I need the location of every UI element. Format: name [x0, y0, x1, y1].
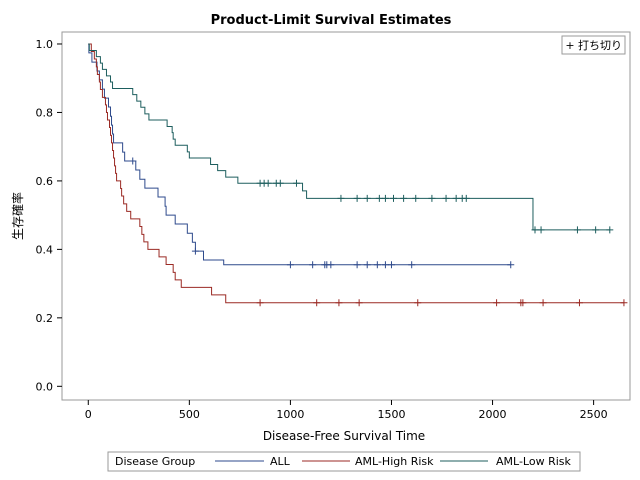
censor-mark — [335, 299, 343, 307]
series-layer — [88, 43, 628, 307]
legend-label-all: ALL — [270, 455, 291, 468]
survival-curve-aml-low-risk — [88, 43, 610, 231]
censor-mark — [573, 226, 581, 234]
survival-curve-all — [88, 43, 511, 266]
y-tick-label: 0.8 — [36, 106, 54, 119]
x-axis: 0 500 1000 1500 2000 2500 — [85, 400, 608, 421]
x-axis-title: Disease-Free Survival Time — [263, 429, 425, 443]
censor-mark — [355, 299, 363, 307]
censor-legend-label: 打ち切り — [578, 38, 622, 52]
x-tick-label: 500 — [179, 408, 200, 421]
x-tick-label: 1500 — [377, 408, 405, 421]
y-tick-label: 0.2 — [36, 312, 54, 325]
censor-mark — [400, 194, 408, 202]
censor-mark — [507, 261, 515, 269]
censor-mark — [606, 226, 614, 234]
censor-mark — [390, 194, 398, 202]
y-tick-label: 0.4 — [36, 243, 54, 256]
series-all — [88, 43, 515, 269]
x-tick-label: 2500 — [580, 408, 608, 421]
censor-mark — [381, 261, 389, 269]
censor-mark — [408, 261, 416, 269]
censor-mark — [519, 299, 527, 307]
x-tick-label: 0 — [85, 408, 92, 421]
censor-mark — [620, 299, 628, 307]
x-tick-label: 1000 — [276, 408, 304, 421]
censor-mark — [313, 299, 321, 307]
censor-mark — [276, 179, 284, 187]
censor-mark — [129, 157, 137, 165]
survival-curve-aml-high-risk — [88, 43, 624, 304]
censor-mark — [452, 194, 460, 202]
legend-label-aml-low-risk: AML-Low Risk — [496, 455, 572, 468]
series-legend: Disease Group ALL AML-High Risk AML-Low … — [107, 451, 581, 472]
censor-mark — [531, 226, 539, 234]
censor-mark — [264, 179, 272, 187]
censor-legend-box — [561, 35, 626, 55]
censor-mark — [373, 261, 381, 269]
y-tick-label: 1.0 — [36, 38, 54, 51]
censor-mark — [363, 261, 371, 269]
censor-mark — [575, 299, 583, 307]
censor-mark — [256, 299, 264, 307]
censor-mark — [363, 194, 371, 202]
y-axis-title: 生存確率 — [10, 192, 25, 240]
y-tick-label: 0.0 — [36, 380, 54, 393]
series-aml-high-risk — [88, 43, 628, 307]
censor-mark — [387, 261, 395, 269]
plot-area — [61, 31, 631, 401]
censor-mark — [375, 194, 383, 202]
censor-mark — [537, 226, 545, 234]
censor-mark — [442, 194, 450, 202]
legend-title: Disease Group — [115, 455, 195, 468]
censor-mark — [353, 261, 361, 269]
legend-label-aml-high-risk: AML-High Risk — [355, 455, 434, 468]
censor-mark — [286, 261, 294, 269]
x-tick-label: 2000 — [479, 408, 507, 421]
censor-mark — [381, 194, 389, 202]
censor-mark — [428, 194, 436, 202]
censor-mark — [327, 261, 335, 269]
censor-legend: + 打ち切り — [561, 35, 626, 55]
censor-mark — [462, 194, 470, 202]
censor-mark — [412, 194, 420, 202]
y-tick-label: 0.6 — [36, 175, 54, 188]
censor-mark — [539, 299, 547, 307]
censor-mark — [337, 194, 345, 202]
censor-mark — [191, 247, 199, 255]
censor-mark — [309, 261, 317, 269]
censor-mark — [292, 179, 300, 187]
series-aml-low-risk — [88, 43, 614, 234]
censor-mark — [353, 194, 361, 202]
censor-mark — [493, 299, 501, 307]
censor-mark — [592, 226, 600, 234]
censor-mark — [414, 299, 422, 307]
censor-legend-marker: + — [565, 39, 574, 52]
y-axis: 0.0 0.2 0.4 0.6 0.8 1.0 — [36, 38, 62, 393]
chart-title: Product-Limit Survival Estimates — [211, 13, 452, 28]
